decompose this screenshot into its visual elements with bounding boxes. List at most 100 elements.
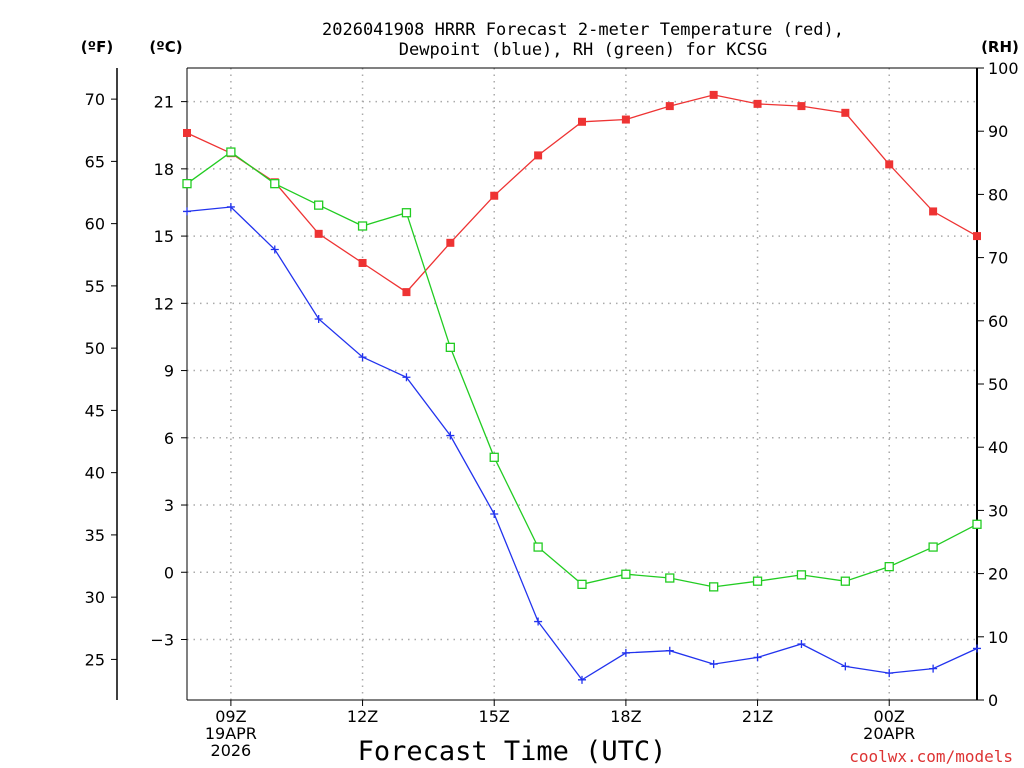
rh-point bbox=[489, 452, 499, 462]
rh-point bbox=[796, 570, 807, 580]
rh-tick-label: 20 bbox=[988, 565, 1008, 584]
rh-tick-label: 70 bbox=[988, 249, 1008, 268]
fahrenheit-tick-label: 25 bbox=[85, 650, 105, 669]
fahrenheit-tick-label: 45 bbox=[85, 401, 105, 420]
temperature-point bbox=[621, 115, 630, 124]
dewpoint-point bbox=[665, 646, 674, 655]
x-tick-label: 00Z bbox=[874, 707, 905, 726]
temperature-point bbox=[358, 258, 367, 267]
celsius-tick-label: 21 bbox=[154, 93, 174, 112]
x-tick-label: 2026 bbox=[211, 741, 252, 760]
dewpoint-point bbox=[841, 662, 850, 671]
temperature-point bbox=[183, 128, 191, 137]
celsius-tick-label: 12 bbox=[154, 294, 174, 313]
dewpoint-point bbox=[929, 664, 938, 673]
rh-point bbox=[314, 200, 324, 210]
rh-tick-label: 100 bbox=[988, 59, 1019, 78]
fahrenheit-tick-label: 40 bbox=[85, 464, 105, 483]
dewpoint-point bbox=[314, 315, 323, 324]
temperature-point bbox=[885, 160, 894, 169]
credit-text: coolwx.com/models bbox=[849, 747, 1013, 766]
celsius-unit-label: (ºC) bbox=[149, 38, 182, 56]
dewpoint-point bbox=[709, 660, 718, 669]
rh-tick-label: 0 bbox=[988, 691, 998, 710]
rh-point bbox=[226, 147, 236, 157]
rh-point bbox=[621, 569, 631, 579]
fahrenheit-unit-label: (ºF) bbox=[81, 38, 113, 56]
rh-point bbox=[972, 519, 982, 529]
chart-title-line2: Dewpoint (blue), RH (green) for KCSG bbox=[399, 40, 767, 60]
dewpoint-point bbox=[270, 245, 279, 254]
rh-tick-label: 10 bbox=[988, 628, 1008, 647]
celsius-tick-label: −3 bbox=[150, 630, 174, 649]
fahrenheit-tick-label: 60 bbox=[85, 215, 105, 234]
rh-tick-label: 60 bbox=[988, 312, 1008, 331]
rh-point bbox=[270, 179, 280, 189]
rh-tick-label: 90 bbox=[988, 122, 1008, 141]
temperature-point bbox=[841, 108, 850, 117]
rh-point bbox=[577, 579, 587, 589]
celsius-tick-label: 3 bbox=[164, 496, 174, 515]
temperature-point bbox=[973, 232, 981, 241]
rh-point bbox=[884, 561, 894, 572]
celsius-tick-label: 6 bbox=[164, 429, 174, 448]
temperature-point bbox=[929, 207, 938, 216]
x-tick-label: 18Z bbox=[610, 707, 641, 726]
temperature-point bbox=[797, 102, 806, 111]
rh-point bbox=[533, 542, 543, 552]
fahrenheit-tick-label: 70 bbox=[85, 90, 105, 109]
rh-unit-label: (RH) bbox=[981, 38, 1019, 56]
dewpoint-point bbox=[446, 431, 455, 440]
rh-tick-label: 50 bbox=[988, 375, 1008, 394]
dewpoint-point bbox=[973, 644, 981, 653]
rh-point bbox=[665, 573, 675, 583]
rh-tick-label: 80 bbox=[988, 185, 1008, 204]
temperature-point bbox=[490, 191, 499, 200]
dewpoint-point bbox=[797, 639, 806, 648]
celsius-tick-label: 15 bbox=[154, 227, 174, 246]
temperature-point bbox=[402, 288, 411, 297]
dewpoint-point bbox=[534, 617, 543, 626]
dewpoint-point bbox=[183, 207, 191, 216]
dewpoint-point bbox=[358, 353, 367, 362]
rh-point bbox=[182, 179, 192, 189]
celsius-tick-label: 9 bbox=[164, 362, 174, 381]
x-axis-label: Forecast Time (UTC) bbox=[358, 736, 667, 767]
rh-point bbox=[401, 208, 412, 218]
rh-point bbox=[709, 582, 719, 592]
rh-tick-label: 40 bbox=[988, 438, 1008, 457]
fahrenheit-tick-label: 35 bbox=[85, 526, 105, 545]
fahrenheit-tick-label: 30 bbox=[85, 588, 105, 607]
fahrenheit-tick-label: 50 bbox=[85, 339, 105, 358]
dewpoint-point bbox=[753, 653, 762, 662]
temperature-point bbox=[753, 99, 762, 108]
x-tick-label: 09Z bbox=[215, 707, 246, 726]
chart-title-line1: 2026041908 HRRR Forecast 2-meter Tempera… bbox=[322, 20, 844, 40]
temperature-point bbox=[534, 151, 543, 160]
dewpoint-point bbox=[621, 648, 630, 657]
rh-point bbox=[752, 576, 763, 586]
temperature-point bbox=[665, 102, 674, 111]
temperature-point bbox=[709, 90, 718, 99]
dewpoint-point bbox=[885, 669, 894, 678]
x-tick-label: 20APR bbox=[863, 724, 915, 743]
rh-point bbox=[840, 576, 850, 586]
dewpoint-point bbox=[490, 509, 499, 518]
rh-point bbox=[357, 221, 368, 231]
rh-tick-label: 30 bbox=[988, 501, 1008, 520]
celsius-tick-label: 0 bbox=[164, 563, 174, 582]
x-tick-label: 19APR bbox=[205, 724, 257, 743]
dewpoint-point bbox=[402, 373, 411, 382]
celsius-tick-label: 18 bbox=[154, 160, 174, 179]
dewpoint-point bbox=[226, 202, 235, 211]
rh-point bbox=[445, 342, 455, 352]
grid-lines bbox=[187, 68, 977, 700]
rh-point bbox=[928, 542, 938, 552]
x-tick-label: 12Z bbox=[347, 707, 378, 726]
axes: −3 0 3 6 9 12 15 18 21 25 30 35 40 45 50 55 60 65 70 0 10 20 3… bbox=[85, 59, 1019, 760]
temperature-point bbox=[314, 229, 323, 238]
fahrenheit-tick-label: 65 bbox=[85, 152, 105, 171]
dewpoint-point bbox=[578, 675, 586, 684]
